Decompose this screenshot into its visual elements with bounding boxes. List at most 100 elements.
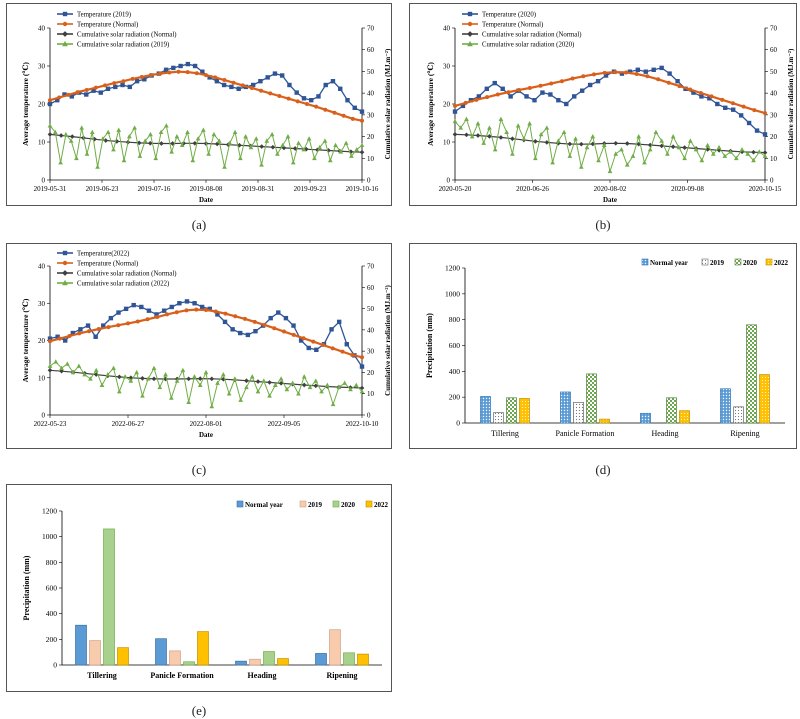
legend-item-1: Normal year (641, 258, 688, 267)
y2-tick-label: 20 (367, 369, 375, 377)
y2-tick-label: 10 (770, 155, 778, 163)
data-point (93, 334, 98, 339)
data-point (716, 147, 722, 153)
data-point (163, 123, 169, 128)
data-point (84, 92, 89, 97)
legend-item-4: 2022 (765, 258, 789, 267)
data-point (259, 88, 264, 93)
data-point (204, 73, 208, 78)
data-point (63, 131, 69, 137)
data-point (301, 96, 307, 101)
data-point (79, 125, 85, 130)
data-point (55, 334, 60, 339)
data-point (613, 70, 618, 75)
data-point (229, 84, 234, 90)
data-point (270, 144, 276, 150)
data-point (463, 100, 468, 105)
data-point (352, 105, 357, 110)
data-point (207, 306, 213, 312)
legend-swatch (701, 258, 709, 266)
x-tick-label: 2022-10-10 (346, 420, 379, 428)
data-point (93, 85, 98, 90)
data-point (572, 94, 577, 99)
y2-tick-label: 30 (770, 111, 778, 119)
data-point (282, 329, 286, 334)
data-point (754, 128, 760, 133)
bar-tillering-2020 (103, 528, 115, 666)
data-point (53, 359, 59, 364)
data-point (619, 147, 624, 152)
data-point (343, 140, 349, 145)
data-point (259, 162, 264, 167)
data-point (139, 304, 144, 310)
y2-tick-label: 10 (367, 155, 375, 163)
data-point (665, 151, 670, 156)
bar-tillering-2022 (519, 398, 530, 424)
data-point (291, 323, 296, 328)
bar-heading-2020 (263, 651, 275, 666)
data-point (159, 141, 164, 146)
data-point (62, 92, 67, 97)
x-tick-label: 2022-06-27 (112, 420, 145, 428)
data-point (135, 319, 140, 324)
x-axis-title: Date (603, 196, 617, 204)
y2-tick-label: 40 (367, 326, 375, 334)
legend-label: Cumulative solar radiation (2022) (77, 281, 169, 288)
data-point (538, 83, 543, 88)
legend-label: 2022 (774, 259, 789, 267)
data-point (272, 326, 277, 331)
data-point (452, 132, 458, 137)
data-point (578, 164, 584, 169)
data-point (48, 339, 52, 344)
caption-e: (e) (191, 703, 207, 718)
y2-tick-label: 50 (367, 305, 375, 313)
data-point (215, 312, 220, 317)
legend-label: Temperature (Normal) (77, 261, 138, 268)
data-point (311, 339, 316, 344)
data-point (751, 149, 756, 155)
data-point (359, 109, 365, 114)
data-point (323, 107, 328, 112)
data-point (106, 325, 111, 330)
data-point (192, 374, 197, 379)
data-point (98, 90, 103, 95)
data-point (199, 304, 205, 310)
bar-panicle-formation-2020 (586, 373, 597, 424)
data-point (209, 376, 215, 382)
y2-tick-label: 0 (770, 177, 774, 185)
data-point (290, 160, 296, 165)
series-line (454, 70, 766, 115)
data-point (595, 79, 601, 84)
data-point (613, 140, 619, 146)
data-point (733, 155, 739, 161)
legend-label: Normal year (245, 501, 283, 509)
legend-item-3: 2020 (734, 258, 758, 267)
data-point (635, 67, 641, 72)
legend-swatch (332, 500, 340, 508)
data-point (137, 153, 143, 158)
data-point (169, 304, 174, 310)
data-point (178, 63, 183, 69)
data-point (123, 306, 129, 312)
data-point (286, 96, 291, 101)
data-point (243, 316, 247, 321)
data-point (751, 157, 756, 163)
chart-panel-c: 0 10 20 30 40 0 10 20 30 40 50 60 70 2022-05-23 2022-0… (6, 243, 392, 449)
y-tick-label: 10 (38, 374, 46, 382)
data-point (762, 153, 768, 158)
data-point (359, 389, 365, 394)
data-point (550, 160, 555, 165)
data-point (359, 142, 365, 148)
data-point (84, 87, 89, 92)
bar-tillering-2019 (493, 412, 504, 424)
data-point (146, 308, 152, 313)
y-tick-label: 20 (443, 101, 451, 109)
y-axis-title: Average temperature (℃) (21, 62, 30, 146)
data-point (538, 131, 544, 137)
x-axis-title: Date (199, 431, 213, 439)
data-point (517, 87, 522, 92)
data-point (68, 138, 74, 143)
data-point (705, 142, 710, 148)
legend-label: Cumulative solar radiation (Normal) (77, 271, 176, 278)
data-point (475, 121, 481, 126)
